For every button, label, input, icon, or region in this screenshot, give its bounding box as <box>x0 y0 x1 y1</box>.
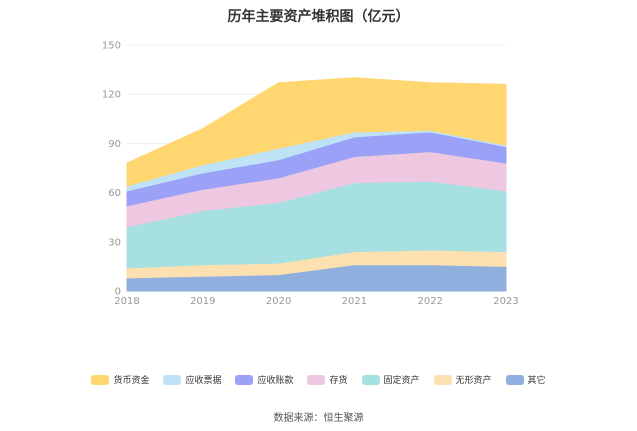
legend-swatch <box>433 374 452 385</box>
legend-item[interactable]: 应收票据 <box>163 373 221 386</box>
y-tick-label: 30 <box>108 237 121 248</box>
legend: 货币资金 应收票据 应收账款 存货 固定资产 无形资产 其它 <box>0 373 637 386</box>
y-tick-label: 90 <box>108 139 121 150</box>
chart-title: 历年主要资产堆积图（亿元） <box>227 9 410 25</box>
legend-item[interactable]: 其它 <box>505 373 546 386</box>
legend-swatch <box>91 374 110 385</box>
legend-label: 应收账款 <box>257 376 294 386</box>
y-tick-label: 150 <box>102 41 121 52</box>
legend-label: 固定资产 <box>383 376 420 386</box>
legend-label: 货币资金 <box>113 376 150 386</box>
legend-label: 存货 <box>329 376 348 386</box>
axes: 0 30 60 90 120 150 2018 2019 2020 2021 2022 2023 <box>102 41 519 308</box>
x-tick-label: 2022 <box>417 296 442 307</box>
legend-label: 其它 <box>527 376 546 386</box>
x-tick-label: 2018 <box>114 296 139 307</box>
legend-swatch <box>307 374 326 385</box>
legend-label: 无形资产 <box>455 376 492 386</box>
y-tick-label: 0 <box>115 287 121 298</box>
x-tick-label: 2019 <box>190 296 215 307</box>
legend-swatch <box>361 374 380 385</box>
area-series-货币资金 <box>126 77 507 187</box>
y-tick-label: 60 <box>108 188 121 199</box>
legend-item[interactable]: 应收账款 <box>235 373 293 386</box>
legend-swatch <box>235 374 254 385</box>
legend-swatch <box>163 374 182 385</box>
legend-item[interactable]: 货币资金 <box>91 373 149 386</box>
y-tick-label: 120 <box>102 90 121 101</box>
source-note: 数据来源：恒生聚源 <box>273 413 364 424</box>
legend-swatch <box>505 374 524 385</box>
legend-item[interactable]: 固定资产 <box>361 373 420 386</box>
area-series-group <box>126 77 507 292</box>
legend-label: 应收票据 <box>185 376 222 386</box>
x-tick-label: 2020 <box>266 296 291 307</box>
legend-item[interactable]: 存货 <box>307 373 348 386</box>
x-tick-label: 2021 <box>342 296 367 307</box>
stacked-area-chart: 0 30 60 90 120 150 2018 2019 2020 2021 2022 2023 <box>102 41 519 308</box>
legend-item[interactable]: 无形资产 <box>433 373 492 386</box>
x-tick-label: 2023 <box>493 296 518 307</box>
